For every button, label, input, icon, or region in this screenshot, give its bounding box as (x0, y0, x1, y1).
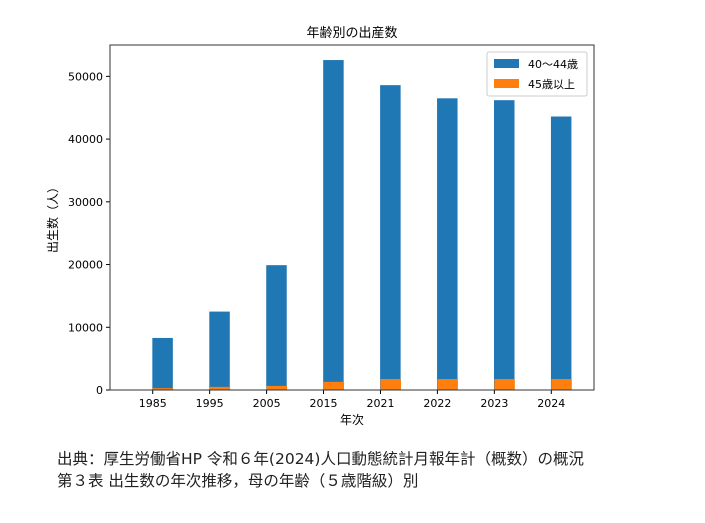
x-tick-label: 2024 (537, 397, 565, 410)
x-tick-label: 2005 (253, 397, 281, 410)
x-tick-label: 2021 (366, 397, 394, 410)
y-axis-label: 出生数（人） (45, 181, 60, 253)
bar-40-44-1985 (152, 337, 173, 390)
caption-line-1: 出典：厚生労働省HP 令和６年(2024)人口動態統計月報年計（概数）の概況 (57, 450, 584, 468)
bar-45plus-2005 (266, 385, 288, 390)
bar-40-44-2015 (323, 60, 344, 391)
x-tick-label: 1985 (139, 397, 167, 410)
x-tick-label: 2023 (480, 397, 508, 410)
y-tick-label: 20000 (68, 259, 103, 272)
bar-40-44-2005 (266, 265, 287, 390)
bar-45plus-2023 (494, 379, 515, 390)
chart-title: 年齢別の出産数 (306, 25, 397, 41)
bar-45plus-2015 (323, 381, 345, 390)
bar-40-44-2024 (550, 116, 572, 390)
bar-45plus-2021 (380, 379, 401, 390)
plot-frame (109, 44, 595, 391)
x-axis-label: 年次 (340, 413, 364, 427)
legend-label: 40～44歳 (528, 58, 578, 71)
legend: 40～44歳 45歳以上 (486, 51, 588, 97)
bar-40-44-2023 (493, 100, 515, 390)
bar-40-44-1995 (209, 311, 230, 390)
bar-chart: 年齢別の出産数 1985 1995 2005 2015 2021 2022 2023 2024… (45, 25, 595, 427)
legend-swatch (494, 79, 519, 88)
legend-swatch (494, 59, 519, 68)
source-caption: 出典：厚生労働省HP 令和６年(2024)人口動態統計月報年計（概数）の概況 第… (57, 448, 584, 492)
bar-45plus-1995 (209, 386, 231, 390)
bar-40-44-2022 (437, 98, 458, 391)
bar-45plus-2022 (437, 379, 458, 390)
x-tick-label: 2015 (310, 397, 338, 410)
y-tick-label: 10000 (68, 321, 103, 334)
caption-line-2: 第３表 出生数の年次推移，母の年齢（５歳階級）別 (57, 472, 419, 490)
x-tick-label: 2022 (423, 397, 451, 410)
legend-label: 45歳以上 (528, 78, 575, 91)
y-tick-label: 0 (96, 384, 103, 397)
x-tick-label: 1995 (196, 397, 224, 410)
bar-40-44-2021 (380, 85, 401, 391)
y-tick-label: 40000 (68, 133, 103, 146)
bar-45plus-2024 (551, 379, 572, 390)
bar-45plus-1985 (152, 388, 174, 390)
y-tick-label: 50000 (68, 70, 103, 83)
y-tick-label: 30000 (68, 196, 103, 209)
